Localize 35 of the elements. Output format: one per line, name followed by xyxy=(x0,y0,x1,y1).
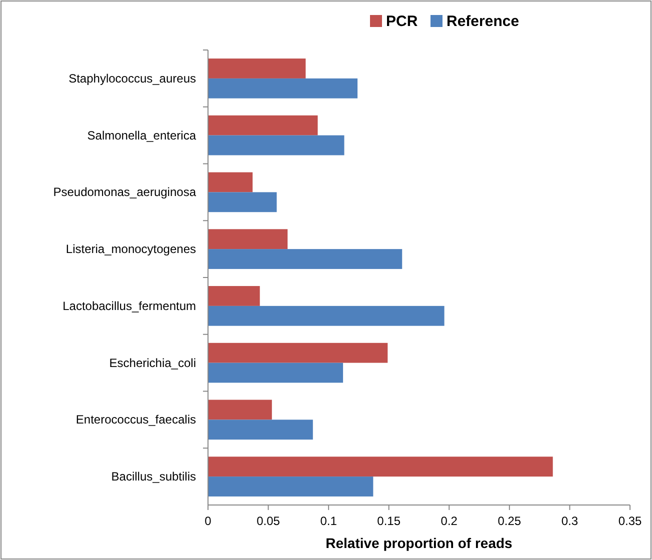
bar xyxy=(208,192,277,212)
x-tick-label: 0.15 xyxy=(377,514,401,528)
y-tick-label: Enterococcus_faecalis xyxy=(76,412,196,427)
bar xyxy=(208,286,260,306)
bar xyxy=(208,342,388,363)
bar xyxy=(208,172,253,192)
bar xyxy=(208,229,288,250)
bar xyxy=(208,135,344,156)
x-tick-label: 0.2 xyxy=(440,514,458,528)
y-tick-label: Pseudomonas_aeruginosa xyxy=(53,185,196,200)
bar xyxy=(208,362,344,383)
x-tick-label: 0 xyxy=(204,514,212,528)
y-tick-label: Listeria_monocytogenes xyxy=(66,242,196,256)
legend-label: PCR xyxy=(386,13,418,30)
x-tick-label: 0.05 xyxy=(256,514,280,528)
y-tick-label: Lactobacillus_fermentum xyxy=(62,298,196,313)
y-tick-label: Escherichia_coli xyxy=(109,356,196,370)
x-axis-title: Relative proportion of reads xyxy=(326,535,513,551)
y-tick-label: Bacillus_subtilis xyxy=(111,470,196,484)
x-tick-label: 0.3 xyxy=(561,514,578,528)
legend-label: Reference xyxy=(446,13,520,30)
bar xyxy=(208,456,553,477)
bar xyxy=(208,58,306,78)
bar xyxy=(208,115,318,136)
bar xyxy=(208,78,358,98)
bar xyxy=(208,306,444,326)
y-tick-label: Salmonella_enterica xyxy=(87,128,196,142)
x-tick-label: 0.25 xyxy=(498,514,522,528)
bar xyxy=(208,420,313,440)
bar xyxy=(208,400,272,420)
bar xyxy=(208,476,374,496)
x-tick-label: 0.1 xyxy=(320,514,338,528)
x-tick-label: 0.35 xyxy=(618,514,642,528)
bar xyxy=(208,249,402,269)
y-tick-label: Staphylococcus_aureus xyxy=(68,71,196,86)
